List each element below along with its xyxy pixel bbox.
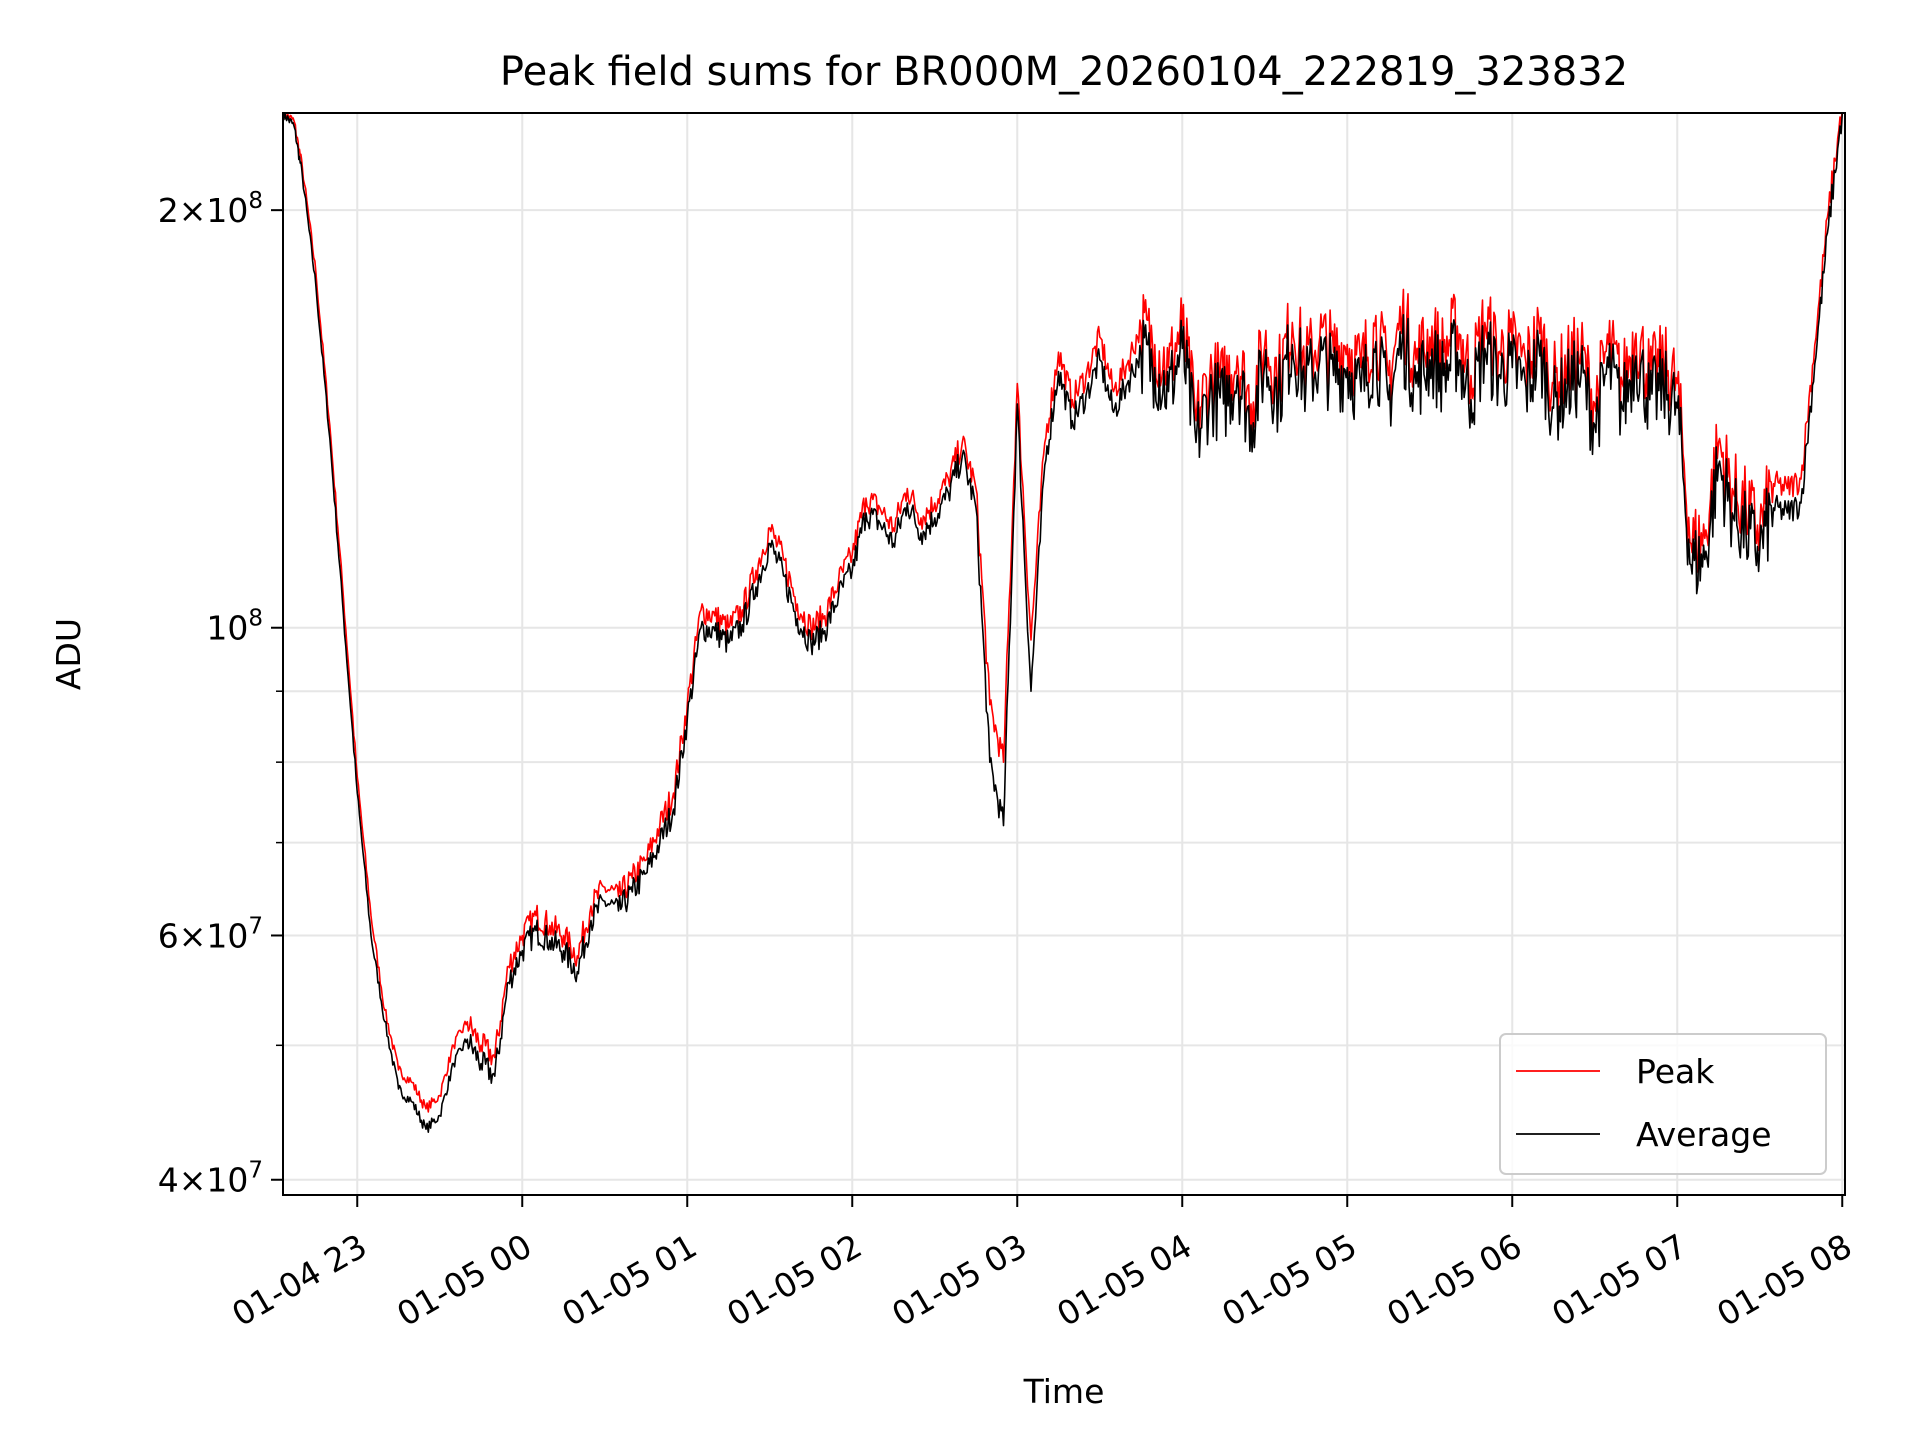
legend: Peak Average bbox=[1499, 1033, 1827, 1175]
x-axis-label: Time bbox=[1023, 1372, 1105, 1411]
plot-area bbox=[283, 113, 1845, 1195]
y-tick-exponent: 8 bbox=[248, 606, 263, 632]
y-tick-mantissa: 2× bbox=[158, 191, 207, 230]
y-tick-label: 6×107 bbox=[158, 913, 263, 955]
y-tick-mantissa: 4× bbox=[158, 1161, 207, 1200]
plot-frame bbox=[282, 112, 1846, 1196]
legend-label-average: Average bbox=[1636, 1115, 1772, 1154]
y-tick-exponent: 7 bbox=[248, 1158, 263, 1184]
y-tick-label: 4×107 bbox=[158, 1158, 263, 1200]
y-axis: 4×107 6×107 108 2×108 bbox=[158, 188, 283, 1200]
grid bbox=[283, 113, 1845, 1195]
series-line-average bbox=[283, 113, 1844, 1133]
y-tick-exponent: 8 bbox=[248, 188, 263, 214]
y-axis-label: ADU bbox=[49, 618, 88, 690]
y-tick-exponent: 7 bbox=[248, 913, 263, 939]
y-tick-label: 2×108 bbox=[158, 188, 263, 230]
series-layer bbox=[283, 113, 1844, 1133]
series-line-peak bbox=[283, 113, 1843, 1113]
y-tick-label: 108 bbox=[206, 606, 263, 648]
chart-title: Peak field sums for BR000M_20260104_2228… bbox=[500, 49, 1628, 95]
legend-label-peak: Peak bbox=[1636, 1052, 1715, 1091]
legend-box bbox=[1499, 1033, 1827, 1175]
y-tick-mantissa: 6× bbox=[158, 916, 207, 955]
